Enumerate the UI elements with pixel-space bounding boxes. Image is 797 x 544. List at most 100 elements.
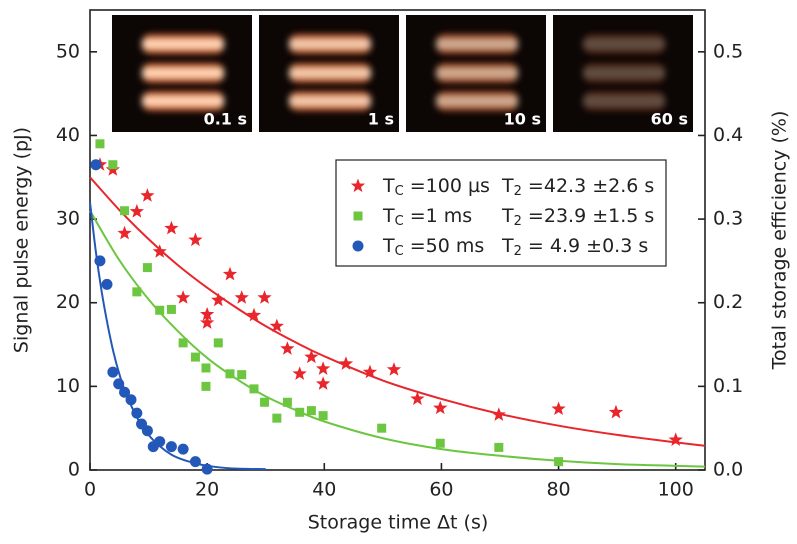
square-point: [120, 206, 130, 216]
inset-band: [583, 91, 665, 111]
circle-point: [125, 394, 137, 406]
x-tick-label: 80: [546, 479, 570, 501]
star-point: [269, 318, 284, 333]
circle-point: [131, 407, 143, 419]
legend-marker: [353, 211, 363, 221]
star-point: [608, 404, 624, 419]
insets: 0.1 s 1 s 10 s 60 s: [112, 15, 693, 132]
square-point: [213, 338, 223, 348]
square-point: [318, 411, 328, 421]
star-point: [280, 341, 295, 355]
square-point: [178, 338, 188, 348]
circle-point: [141, 425, 153, 437]
square-point: [201, 381, 211, 391]
star-point: [200, 315, 215, 329]
legend-label: T2 = 4.9 ±0.3 s: [501, 235, 648, 259]
y2-axis-label: Total storage efficiency (%): [769, 111, 791, 371]
square-point: [377, 423, 387, 433]
x-axis-label: Storage time Δt (s): [308, 512, 489, 534]
star-point: [246, 307, 262, 322]
inset-band: [289, 91, 371, 111]
y-tick-label: 40: [56, 124, 80, 146]
star-point: [140, 188, 155, 202]
square-point: [201, 363, 211, 373]
square-point: [237, 370, 247, 380]
square-point: [494, 442, 504, 452]
square-point: [295, 407, 305, 417]
star-point: [433, 400, 448, 415]
star-point: [129, 204, 144, 218]
legend-label: T2 =23.9 ±1.5 s: [501, 205, 654, 229]
y2-tick-label: 0.1: [713, 375, 743, 397]
y-tick-label: 0: [68, 459, 80, 481]
y-axis-label: Signal pulse energy (pJ): [11, 127, 33, 353]
inset-band: [436, 34, 518, 54]
y-tick-label: 20: [56, 291, 80, 313]
square-point: [282, 397, 292, 407]
square-point: [249, 384, 259, 394]
square-point: [554, 457, 564, 467]
star-point: [551, 401, 566, 416]
square-point: [190, 352, 200, 362]
square-point: [132, 287, 142, 297]
legend-label: TC =50 ms: [382, 235, 484, 259]
star-point: [188, 232, 203, 247]
star-point: [200, 306, 215, 321]
y2-tick-label: 0.2: [713, 291, 743, 313]
square-point: [260, 397, 270, 407]
legend-box: [335, 159, 667, 267]
star-point: [152, 244, 167, 258]
y2-tick-label: 0.5: [713, 40, 743, 62]
x-tick-label: 40: [312, 479, 336, 501]
star-point: [315, 361, 331, 375]
inset-band: [289, 63, 371, 83]
x-tick-label: 0: [84, 479, 96, 501]
square-point: [272, 413, 282, 423]
inset-band: [289, 34, 371, 54]
square-point: [166, 304, 176, 314]
square-point: [108, 160, 118, 170]
circle-point: [94, 255, 106, 267]
square-point: [142, 263, 152, 273]
inset-band: [142, 91, 224, 111]
y-tick-label: 30: [56, 208, 80, 230]
square-point: [95, 139, 105, 149]
x-tick-label: 100: [658, 479, 694, 501]
star-point: [491, 407, 506, 421]
star-point: [668, 432, 683, 446]
circle-point: [189, 456, 201, 468]
inset-label: 60 s: [651, 110, 688, 129]
inset-band: [142, 34, 224, 54]
y-tick-label: 10: [56, 375, 80, 397]
square-point: [225, 369, 235, 379]
star-point: [176, 290, 191, 304]
circle-point: [113, 378, 125, 390]
legend-label: TC =100 µs: [382, 175, 490, 199]
legend-label: TC =1 ms: [382, 205, 472, 229]
fit-curve: [89, 210, 706, 468]
star-point: [292, 366, 307, 380]
legend-marker: [350, 178, 366, 193]
y2-tick-label: 0.3: [713, 208, 743, 230]
circle-point: [177, 443, 189, 455]
x-tick-label: 20: [195, 479, 219, 501]
star-point: [410, 391, 425, 405]
star-point: [338, 356, 354, 370]
star-point: [211, 292, 226, 307]
inset-label: 0.1 s: [204, 110, 247, 129]
circle-point: [90, 159, 102, 171]
star-point: [304, 349, 319, 364]
star-point: [164, 220, 179, 235]
fit-curve: [89, 202, 266, 471]
star-point: [257, 290, 272, 304]
star-point: [362, 364, 378, 379]
square-point: [306, 406, 316, 416]
circle-point: [154, 436, 166, 448]
star-point: [386, 362, 402, 376]
circle-point: [119, 386, 131, 398]
inset-band: [583, 34, 665, 54]
inset-label: 1 s: [368, 110, 394, 129]
square-point: [155, 305, 165, 315]
plot-frame: [89, 9, 706, 471]
star-point: [222, 266, 238, 281]
